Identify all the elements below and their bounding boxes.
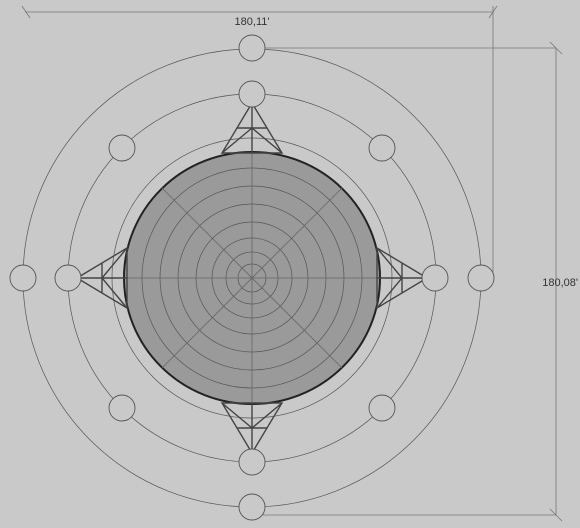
- height-label: 180,08': [542, 277, 578, 289]
- cad-drawing: 180,11' 180,08': [0, 0, 580, 528]
- sphere: [124, 150, 380, 406]
- width-label: 180,11': [235, 16, 270, 28]
